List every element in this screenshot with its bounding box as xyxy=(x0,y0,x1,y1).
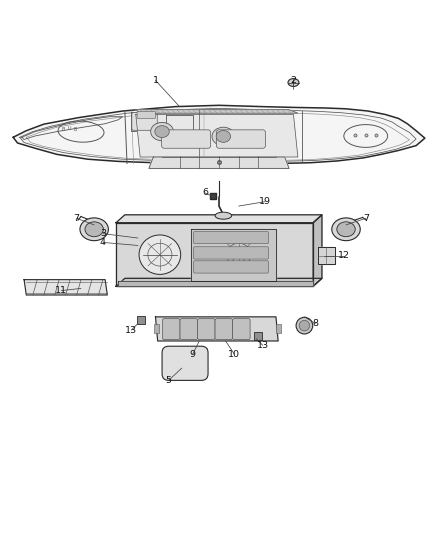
Ellipse shape xyxy=(151,123,173,141)
Polygon shape xyxy=(116,215,322,223)
FancyBboxPatch shape xyxy=(162,130,211,148)
Polygon shape xyxy=(191,229,276,280)
Text: B: B xyxy=(62,127,65,132)
Ellipse shape xyxy=(337,222,355,237)
Polygon shape xyxy=(136,110,298,113)
FancyBboxPatch shape xyxy=(162,346,208,381)
Ellipse shape xyxy=(288,78,299,86)
Text: 2: 2 xyxy=(290,76,297,85)
Text: 7: 7 xyxy=(74,214,80,223)
Bar xyxy=(154,324,159,333)
Text: 11: 11 xyxy=(55,286,67,295)
Polygon shape xyxy=(13,106,425,164)
Text: 3: 3 xyxy=(100,229,106,238)
Bar xyxy=(276,324,281,333)
Polygon shape xyxy=(149,157,289,168)
Polygon shape xyxy=(118,280,313,286)
FancyBboxPatch shape xyxy=(198,319,215,340)
Text: 5: 5 xyxy=(166,376,172,385)
FancyBboxPatch shape xyxy=(132,112,157,130)
Text: B: B xyxy=(74,127,77,132)
Ellipse shape xyxy=(155,126,169,138)
FancyBboxPatch shape xyxy=(216,130,265,148)
FancyBboxPatch shape xyxy=(194,231,268,244)
Polygon shape xyxy=(318,247,335,264)
Text: 4: 4 xyxy=(100,238,106,247)
Text: U: U xyxy=(67,126,71,132)
Ellipse shape xyxy=(85,222,103,237)
Polygon shape xyxy=(136,115,298,157)
Polygon shape xyxy=(24,280,107,295)
Ellipse shape xyxy=(218,235,259,274)
Ellipse shape xyxy=(215,212,232,219)
Text: 19: 19 xyxy=(259,197,271,206)
Ellipse shape xyxy=(296,317,313,334)
FancyBboxPatch shape xyxy=(137,111,155,118)
FancyBboxPatch shape xyxy=(180,319,198,340)
Polygon shape xyxy=(116,278,322,286)
Ellipse shape xyxy=(299,320,310,331)
Text: 6: 6 xyxy=(202,189,208,197)
Ellipse shape xyxy=(216,131,230,142)
Text: 9: 9 xyxy=(190,350,196,359)
FancyBboxPatch shape xyxy=(215,319,233,340)
FancyBboxPatch shape xyxy=(194,247,268,259)
FancyBboxPatch shape xyxy=(162,319,180,340)
Text: 8: 8 xyxy=(312,319,318,328)
Text: 13: 13 xyxy=(257,341,269,350)
FancyBboxPatch shape xyxy=(194,261,268,273)
Polygon shape xyxy=(155,317,278,341)
Bar xyxy=(254,332,262,340)
Ellipse shape xyxy=(212,127,235,146)
Text: 7: 7 xyxy=(363,214,369,223)
Ellipse shape xyxy=(139,235,180,274)
Ellipse shape xyxy=(332,218,360,241)
Ellipse shape xyxy=(80,218,109,241)
FancyBboxPatch shape xyxy=(233,319,250,340)
Text: 1: 1 xyxy=(152,76,159,85)
Polygon shape xyxy=(313,215,322,286)
Text: 13: 13 xyxy=(125,326,138,335)
Polygon shape xyxy=(116,223,313,286)
Text: 12: 12 xyxy=(338,251,350,260)
Text: 10: 10 xyxy=(228,350,240,359)
Bar xyxy=(137,317,145,324)
